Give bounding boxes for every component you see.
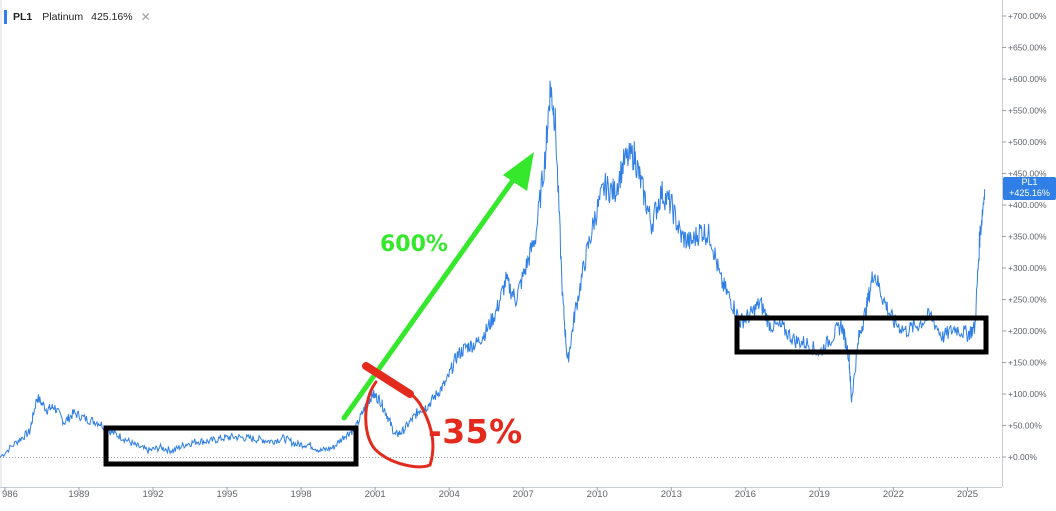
x-tick-label: 2025 [957,489,978,500]
x-tick-label: 2019 [809,489,830,500]
close-icon[interactable]: ✕ [140,10,151,24]
price-tag-symbol: PL1 [1021,177,1038,187]
y-tick-label: +500.00% [1008,137,1047,147]
current-price-tag: PL1 +425.16% [1003,177,1056,200]
price-axis[interactable]: +0.00% +50.00% +100.00% +150.00% +200.00% +25… [1002,11,1047,462]
x-tick-label: 1992 [142,489,163,500]
drop-mark-circle [364,379,435,469]
y-tick-label: +200.00% [1008,326,1047,336]
legend-swatch [4,10,7,24]
y-tick-label: +550.00% [1008,106,1047,116]
x-tick-label: 2022 [883,489,904,500]
y-tick-label: +400.00% [1008,200,1047,210]
legend: PL1 Platinum 425.16% ✕ [4,8,151,26]
y-tick-label: +0.00% [1008,452,1038,462]
x-tick-label: 1989 [68,489,89,500]
gain-annotation: 600% [380,232,448,257]
x-tick-label: 2016 [735,489,756,500]
x-tick-label: 1995 [216,489,237,500]
x-tick-label: 2007 [513,489,534,500]
x-tick-label: 2010 [587,489,608,500]
gain-arrow-shaft [341,173,519,421]
x-tick-label: 2001 [365,489,386,500]
y-tick-label: +50.00% [1008,421,1042,431]
y-tick-label: +600.00% [1008,74,1047,84]
legend-change: 425.16% [91,11,133,23]
y-tick-label: +700.00% [1008,11,1047,21]
x-tick-label: 986 [2,489,18,500]
drop-annotation: -35% [428,412,523,451]
time-axis[interactable]: 986 1989 1992 1995 1998 2001 2004 2007 2010 2013 2… [2,487,978,500]
y-tick-label: +100.00% [1008,389,1047,399]
y-tick-label: +300.00% [1008,263,1047,273]
gain-arrow-head [503,152,534,191]
legend-name: Platinum [42,11,84,23]
price-tag-value: +425.16% [1009,188,1050,198]
y-tick-label: +250.00% [1008,295,1047,305]
consolidation-box-1990s [103,425,359,467]
series-line-pl1 [0,80,986,458]
x-tick-label: 2004 [439,489,460,500]
y-tick-label: +450.00% [1008,169,1047,179]
y-tick-label: +150.00% [1008,358,1047,368]
x-tick-label: 2013 [661,489,682,500]
x-tick-label: 1998 [291,489,312,500]
y-tick-label: +650.00% [1008,43,1047,53]
y-tick-label: +350.00% [1008,232,1047,242]
legend-symbol: PL1 [13,11,33,23]
consolidation-box-2016-2025 [734,315,989,355]
